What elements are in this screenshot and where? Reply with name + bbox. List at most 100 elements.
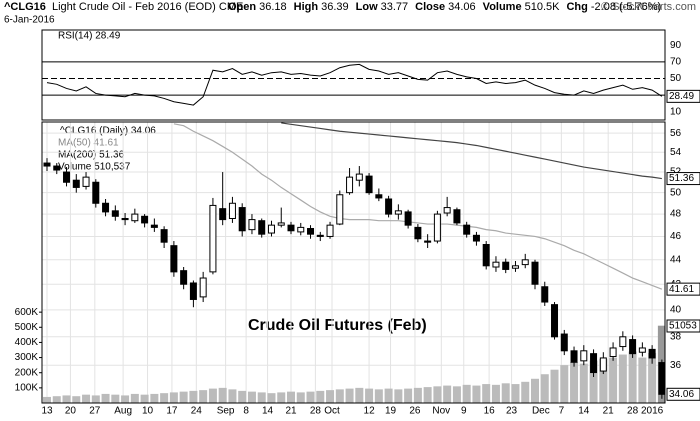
volume-tick-label: 500K <box>15 322 39 333</box>
candle-body <box>209 204 217 273</box>
volume-bar <box>218 387 227 403</box>
ma-line <box>281 122 662 180</box>
rsi-tick-label: 90 <box>670 40 682 51</box>
candle-body <box>375 194 383 199</box>
rsi-tag: 28.49 <box>669 91 694 102</box>
candle-body <box>453 209 461 224</box>
rsi-line <box>46 63 663 106</box>
candle-body <box>141 215 149 224</box>
volume-bar <box>423 387 432 403</box>
volume-bar <box>482 384 491 403</box>
volume-bar <box>296 392 305 403</box>
candle-body <box>511 265 519 269</box>
volume-bar <box>384 388 393 403</box>
y-tick-label: 54 <box>670 147 682 158</box>
candle-body <box>365 175 373 194</box>
candle-body <box>258 220 266 235</box>
volume-bar <box>121 395 130 403</box>
quote-value: 36.39 <box>321 1 349 13</box>
volume-bar <box>599 359 608 403</box>
ma50-legend: MA(50) 41.61 <box>58 138 119 149</box>
x-tick-label: Oct <box>324 406 340 417</box>
candle-body <box>82 176 90 187</box>
candle-body <box>238 207 246 232</box>
volume-tag-bg <box>666 319 700 333</box>
volume-bar <box>179 391 188 403</box>
volume-bar <box>326 390 335 403</box>
ma-tag-bg <box>666 172 700 186</box>
candle-body <box>551 304 559 338</box>
quote-label: Chg <box>566 1 587 13</box>
volume-bar <box>335 389 344 403</box>
candle-body <box>580 350 588 362</box>
candle-body <box>199 277 207 298</box>
symbol: ^CLG16 <box>4 1 46 13</box>
candle-body <box>414 226 422 240</box>
candle-body <box>326 224 334 237</box>
volume-bar <box>443 385 452 403</box>
volume-bar <box>394 389 403 403</box>
candle-body <box>160 229 168 243</box>
volume-bar <box>208 388 217 403</box>
quote-value: -2.08 (-5.76%) <box>591 1 661 13</box>
x-tick-label: 8 <box>243 406 249 417</box>
candle-body <box>307 228 315 235</box>
ma-tag-bg <box>666 282 700 296</box>
quote-value: 510.5K <box>525 1 561 13</box>
candle-body <box>531 261 539 285</box>
candle-body <box>541 286 549 303</box>
volume-bar <box>413 387 422 403</box>
candle-body <box>170 245 178 273</box>
price-frame <box>41 121 666 404</box>
volume-bar <box>345 388 354 403</box>
volume-tick-label: 300K <box>15 352 39 363</box>
candle-body <box>189 282 197 300</box>
volume-bar <box>82 394 91 403</box>
chart-title: Light Crude Oil - Feb 2016 (EOD) CME <box>52 1 243 13</box>
candle-body <box>463 224 471 235</box>
volume-bar <box>287 391 295 403</box>
volume-bar <box>130 393 139 403</box>
rsi-tick-label: 50 <box>670 73 682 84</box>
volume-bar <box>501 383 510 403</box>
candle-body <box>121 217 129 221</box>
x-tick-label: 9 <box>461 406 467 417</box>
volume-bar <box>62 395 71 403</box>
candle-body <box>502 261 510 270</box>
volume-bar <box>472 385 481 403</box>
x-tick-label: 14 <box>578 406 590 417</box>
quote-value: 33.77 <box>381 1 409 13</box>
volume-bar <box>257 392 266 403</box>
candle-body <box>53 165 61 171</box>
x-tick-label: 21 <box>603 406 615 417</box>
volume-bar <box>511 384 520 403</box>
volume-tag: 51053 <box>669 321 697 332</box>
copyright: © StockCharts.com <box>601 1 696 13</box>
ma-tag: 41.61 <box>669 284 694 295</box>
volume-bar <box>570 362 579 403</box>
candle-body <box>482 244 490 267</box>
volume-tick-label: 600K <box>15 307 39 318</box>
candle-body <box>131 213 139 222</box>
volume-bar <box>579 363 588 403</box>
x-tick-label: 20 <box>65 406 77 417</box>
x-tick-label: 13 <box>41 406 53 417</box>
quote-label: Open <box>228 1 256 13</box>
candle-body <box>150 224 158 228</box>
candle-body <box>443 207 451 214</box>
volume-bar <box>169 392 178 403</box>
volume-bar <box>521 381 530 403</box>
ma-tag: 51.36 <box>669 173 694 184</box>
candle-body <box>228 202 236 219</box>
annotation: Crude Oil Futures (Feb) <box>248 317 427 334</box>
volume-bar <box>247 391 256 403</box>
candle-body <box>472 234 480 242</box>
candle-body <box>102 202 110 213</box>
x-tick-label: 23 <box>506 406 518 417</box>
candle-body <box>424 240 432 243</box>
x-tick-label: 2016 <box>641 406 664 417</box>
volume-bar <box>618 354 627 403</box>
candle-body <box>277 222 285 226</box>
volume-bar <box>638 357 647 403</box>
